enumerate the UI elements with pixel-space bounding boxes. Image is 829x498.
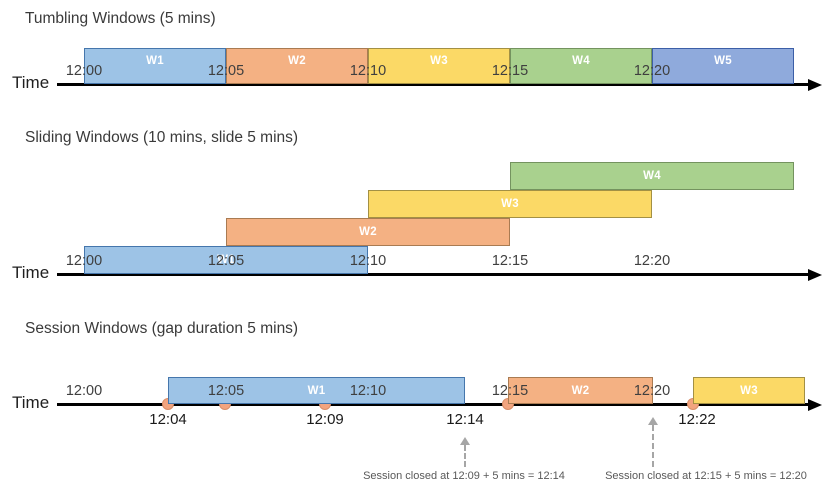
tumbling-time-axis-label: Time bbox=[12, 73, 50, 92]
session-close-annotation-2: Session closed at 12:15 + 5 mins = 12:20 bbox=[605, 470, 807, 482]
session-close-arrow-icon bbox=[648, 417, 658, 425]
window-label: W1 bbox=[307, 384, 326, 397]
tumbling-timeline-arrow-icon bbox=[808, 78, 822, 91]
tick-12:15-sliding: 12:15 bbox=[491, 253, 529, 269]
tick-12:10-tumbling: 12:10 bbox=[349, 63, 387, 79]
sliding-section-title: Sliding Windows (10 mins, slide 5 mins) bbox=[25, 129, 299, 146]
window-label: W3 bbox=[501, 198, 519, 210]
window-label: W1 bbox=[217, 254, 235, 266]
window-w5-tumbling: W5 bbox=[652, 48, 794, 84]
window-w3-sliding: W3 bbox=[368, 190, 652, 218]
window-w3-tumbling: W3 bbox=[368, 48, 510, 84]
window-w1-session: W1 bbox=[168, 377, 465, 404]
tick-12:00-session: 12:00 bbox=[65, 383, 103, 399]
tick-12:00-sliding: 12:00 bbox=[65, 253, 103, 269]
session-close-arrow-line bbox=[652, 425, 654, 467]
sliding-timeline bbox=[57, 273, 808, 276]
session-time-axis-label: Time bbox=[12, 393, 50, 412]
sliding-time-axis-label: Time bbox=[12, 263, 50, 282]
window-label: W2 bbox=[571, 384, 590, 397]
window-w2-tumbling: W2 bbox=[226, 48, 368, 84]
window-label: W2 bbox=[288, 55, 306, 67]
tick-12:10-sliding: 12:10 bbox=[349, 253, 387, 269]
sliding-timeline-arrow-icon bbox=[808, 268, 822, 281]
tick-12:15-tumbling: 12:15 bbox=[491, 63, 529, 79]
window-label: W3 bbox=[430, 55, 448, 67]
window-w2-session: W2 bbox=[508, 377, 653, 404]
tumbling-timeline bbox=[57, 83, 808, 86]
session-timeline bbox=[57, 403, 808, 406]
window-w2-sliding: W2 bbox=[226, 218, 510, 246]
tumbling-section-title: Tumbling Windows (5 mins) bbox=[25, 10, 216, 27]
session-close-arrow-icon bbox=[460, 437, 470, 445]
tick-12:20-session: 12:20 bbox=[633, 383, 671, 399]
window-w1-sliding: W1 bbox=[84, 246, 368, 274]
tick-12:05-tumbling: 12:05 bbox=[207, 63, 245, 79]
tick-12:15-session: 12:15 bbox=[491, 383, 529, 399]
tick-12:20-tumbling: 12:20 bbox=[633, 63, 671, 79]
event-time-label-12:04: 12:04 bbox=[149, 411, 187, 428]
window-label: W5 bbox=[714, 55, 732, 67]
window-w4-sliding: W4 bbox=[510, 162, 794, 190]
tick-12:05-session: 12:05 bbox=[207, 383, 245, 399]
event-time-label-12:09: 12:09 bbox=[306, 411, 344, 428]
tick-12:05-sliding: 12:05 bbox=[207, 253, 245, 269]
event-time-label-12:14: 12:14 bbox=[446, 411, 484, 428]
session-close-arrow-line bbox=[464, 445, 466, 467]
tick-12:20-sliding: 12:20 bbox=[633, 253, 671, 269]
window-w4-tumbling: W4 bbox=[510, 48, 652, 84]
tick-12:10-session: 12:10 bbox=[349, 383, 387, 399]
session-close-annotation-1: Session closed at 12:09 + 5 mins = 12:14 bbox=[363, 470, 565, 482]
window-label: W1 bbox=[146, 55, 164, 67]
window-label: W3 bbox=[740, 384, 758, 397]
event-time-label-12:22: 12:22 bbox=[678, 411, 716, 428]
window-w3-session: W3 bbox=[693, 377, 805, 404]
tick-12:00-tumbling: 12:00 bbox=[65, 63, 103, 79]
session-section-title: Session Windows (gap duration 5 mins) bbox=[25, 320, 299, 337]
window-label: W4 bbox=[643, 170, 661, 182]
window-w1-tumbling: W1 bbox=[84, 48, 226, 84]
window-label: W2 bbox=[359, 226, 377, 238]
window-label: W4 bbox=[572, 55, 590, 67]
session-timeline-arrow-icon bbox=[808, 398, 822, 411]
